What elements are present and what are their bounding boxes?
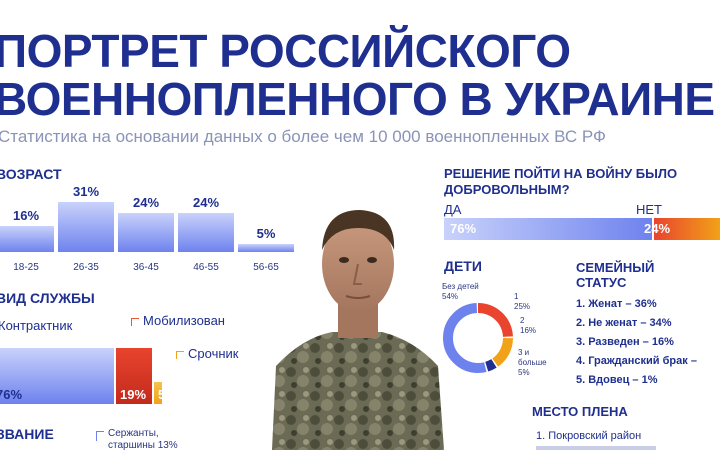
family-item: 3. Разведен – 16%	[576, 336, 674, 348]
capture-item: 1. Покровский район	[536, 430, 642, 442]
volunteer-yes-pct: 76%	[450, 221, 477, 236]
rank-item-line1: Сержанты,	[108, 428, 159, 439]
capture-item-partial	[536, 446, 656, 450]
children-item-two: 2 16%	[520, 316, 536, 336]
children-three-pct: 5%	[518, 368, 530, 377]
page-title-line2: ВОЕННОПЛЕННОГО В УКРАИНЕ	[0, 73, 715, 125]
children-item-one: 1 25%	[514, 292, 530, 312]
children-section-label: ДЕТИ	[444, 258, 482, 274]
age-section-label: ВОЗРАСТ	[0, 166, 62, 182]
age-bar	[0, 226, 54, 252]
age-bar-category: 26-35	[73, 262, 99, 273]
children-two-pct: 16%	[520, 326, 537, 335]
service-bar	[116, 348, 152, 404]
family-item: 4. Гражданский брак –	[576, 355, 697, 367]
volunteer-yes-bar	[444, 218, 652, 240]
children-none-label: Без детей	[442, 282, 479, 291]
rank-item: Сержанты, старшины 13%	[108, 428, 178, 450]
family-item: 1. Женат – 36%	[576, 298, 657, 310]
service-label-contract: Контрактник	[0, 318, 73, 333]
family-section-label-line2: СТАТУС	[576, 275, 627, 290]
age-bar-category: 18-25	[13, 262, 39, 273]
volunteer-question-line1: РЕШЕНИЕ ПОЙТИ НА ВОЙНУ БЫЛО	[444, 166, 678, 181]
children-none-pct: 54%	[442, 292, 459, 301]
children-donut-slice	[443, 303, 513, 373]
age-bar-value: 5%	[256, 226, 276, 241]
volunteer-yes-label: ДА	[444, 202, 462, 217]
service-bar-value: 76%	[0, 387, 23, 402]
volunteer-no-bar	[654, 218, 720, 240]
age-bar-category: 36-45	[133, 262, 159, 273]
age-bar-value: 31%	[72, 184, 100, 199]
age-bar	[178, 213, 234, 252]
family-item: 5. Вдовец – 1%	[576, 374, 658, 386]
children-three-label2: больше	[518, 358, 547, 367]
age-bar	[238, 244, 294, 252]
family-item: 2. Не женат – 34%	[576, 317, 672, 329]
service-pointer-conscript	[176, 351, 184, 359]
service-section-label: ВИД СЛУЖБЫ	[0, 290, 95, 306]
age-bar-category: 46-55	[193, 262, 219, 273]
children-one-label: 1	[514, 292, 519, 301]
rank-section-label: ЗВАНИЕ	[0, 426, 54, 442]
age-bar	[118, 213, 174, 252]
service-label-mobilized: Мобилизован	[143, 313, 225, 328]
volunteer-question-line2: ДОБРОВОЛЬНЫМ?	[444, 182, 570, 197]
children-donut-slice	[443, 303, 513, 373]
soldier-photo	[272, 210, 444, 450]
children-donut-chart	[443, 303, 513, 373]
volunteer-no-label: НЕТ	[636, 202, 662, 217]
age-bar-category: 56-65	[253, 262, 279, 273]
volunteer-no-pct: 24%	[644, 221, 671, 236]
family-section-label-line1: СЕМЕЙНЫЙ	[576, 260, 655, 275]
service-bar-value: 19%	[120, 387, 147, 402]
capture-section-label: МЕСТО ПЛЕНА	[532, 404, 628, 419]
service-bar	[0, 348, 114, 404]
rank-pointer	[96, 431, 104, 441]
service-bar	[154, 382, 162, 404]
service-label-conscript: Срочник	[188, 346, 239, 361]
children-one-pct: 25%	[514, 302, 531, 311]
service-pointer-mobilized	[131, 318, 139, 326]
children-item-none: Без детей 54%	[442, 282, 479, 302]
age-bar-value: 24%	[192, 195, 220, 210]
children-three-label: 3 и	[518, 348, 530, 357]
service-bar-value: 5%	[158, 387, 177, 402]
page-title-line1: ПОРТРЕТ РОССИЙСКОГО	[0, 25, 571, 77]
age-bar	[58, 202, 114, 252]
rank-item-line2: старшины 13%	[108, 440, 178, 450]
children-item-three: 3 и больше 5%	[518, 348, 547, 378]
age-bar-value: 24%	[132, 195, 160, 210]
age-bar-value: 16%	[12, 208, 40, 223]
page-subtitle: Статистика на основании данных о более ч…	[0, 127, 606, 146]
children-two-label: 2	[520, 316, 525, 325]
